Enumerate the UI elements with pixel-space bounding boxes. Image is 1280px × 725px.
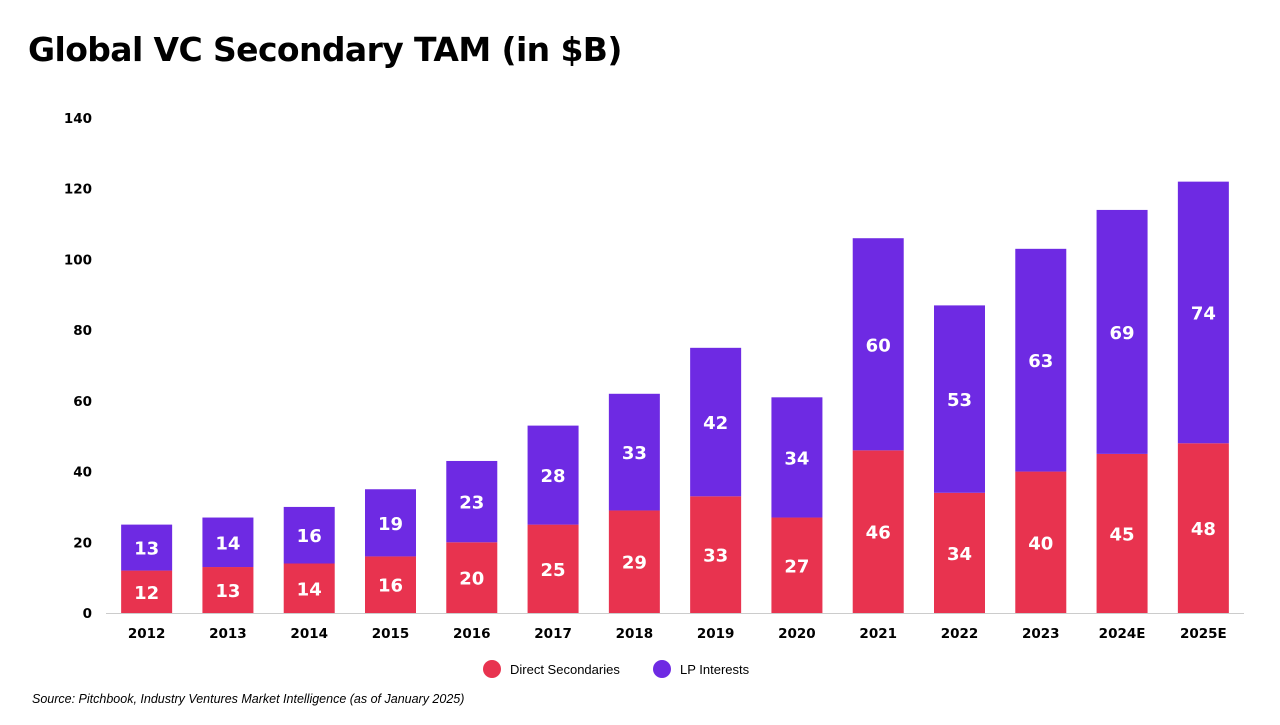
x-tick-label: 2024E [1099, 626, 1146, 642]
bar-direct-secondaries [527, 524, 579, 613]
bar-direct-secondaries [771, 517, 823, 613]
x-tick-label: 2012 [128, 626, 166, 642]
bar-value-label: 34 [784, 448, 809, 469]
x-tick-label: 2021 [859, 626, 897, 642]
chart-title: Global VC Secondary TAM (in $B) [28, 30, 622, 69]
bar-value-label: 19 [378, 514, 403, 535]
bar-value-label: 23 [459, 493, 484, 514]
bar-value-label: 60 [866, 335, 891, 356]
bar-value-label: 25 [541, 560, 566, 581]
bar-value-label: 16 [378, 576, 403, 597]
bar-lp-interests [1015, 248, 1067, 472]
x-axis: 2012 2013 2014 2015 2016 2017 2018 2019 2020 2021… [128, 626, 1227, 642]
bar-value-label: 74 [1191, 303, 1216, 324]
bar-value-label: 42 [703, 413, 728, 434]
legend: Direct Secondaries LP Interests [483, 660, 750, 678]
legend-swatch-direct-secondaries [483, 660, 501, 678]
bar-lp-interests [690, 347, 742, 497]
bar-lp-interests [771, 397, 823, 518]
bar-value-label: 13 [134, 539, 159, 560]
bar-value-label: 27 [784, 556, 809, 577]
bar-value-label: 45 [1110, 524, 1135, 545]
bar-value-label: 34 [947, 544, 972, 565]
x-tick-label: 2025E [1180, 626, 1227, 642]
legend-swatch-lp-interests [653, 660, 671, 678]
bar-value-label: 13 [215, 581, 240, 602]
bar-lp-interests [202, 517, 254, 568]
bar-value-label: 63 [1028, 351, 1053, 372]
bar-value-label: 53 [947, 390, 972, 411]
y-tick-label: 0 [83, 606, 92, 622]
source-note: Source: Pitchbook, Industry Ventures Mar… [32, 692, 465, 706]
bar-value-label: 48 [1191, 519, 1216, 540]
y-tick-label: 20 [73, 535, 92, 551]
legend-label: LP Interests [680, 662, 750, 677]
y-tick-label: 60 [73, 394, 92, 410]
bar-direct-secondaries [121, 570, 173, 613]
bar-value-label: 28 [541, 466, 566, 487]
bar-value-label: 14 [297, 579, 322, 600]
y-tick-label: 120 [64, 182, 92, 198]
y-tick-label: 80 [73, 323, 92, 339]
x-tick-label: 2014 [290, 626, 328, 642]
bar-lp-interests [446, 460, 498, 543]
bar-direct-secondaries [690, 496, 742, 613]
bar-direct-secondaries [1096, 453, 1148, 613]
bars: 12 13 13 14 14 16 16 19 20 23 25 28 29 33 33 42 27 34 46 60… [121, 181, 1229, 613]
bar-lp-interests [527, 425, 579, 525]
bar-value-label: 69 [1110, 323, 1135, 344]
legend-label: Direct Secondaries [510, 662, 620, 677]
x-tick-label: 2015 [372, 626, 410, 642]
bar-value-label: 33 [622, 443, 647, 464]
bar-value-label: 12 [134, 583, 159, 604]
bar-lp-interests [283, 506, 335, 564]
bar-lp-interests [1177, 181, 1229, 444]
bar-value-label: 16 [297, 526, 322, 547]
x-tick-label: 2020 [778, 626, 816, 642]
y-tick-label: 100 [64, 252, 92, 268]
bar-lp-interests [852, 238, 904, 451]
bar-value-label: 29 [622, 553, 647, 574]
x-tick-label: 2017 [534, 626, 572, 642]
x-tick-label: 2018 [616, 626, 654, 642]
bar-value-label: 20 [459, 569, 484, 590]
bar-lp-interests [121, 524, 173, 571]
y-axis: 0 20 40 60 80 100 120 140 [64, 111, 92, 622]
x-tick-label: 2016 [453, 626, 491, 642]
bar-direct-secondaries [283, 563, 335, 613]
bar-direct-secondaries [365, 556, 416, 613]
y-tick-label: 140 [64, 111, 92, 127]
bar-direct-secondaries [608, 510, 660, 613]
x-tick-label: 2013 [209, 626, 247, 642]
bar-value-label: 14 [215, 533, 240, 554]
bar-direct-secondaries [202, 567, 254, 613]
bar-direct-secondaries [446, 542, 498, 613]
bar-lp-interests [608, 393, 660, 511]
bar-direct-secondaries [934, 492, 985, 613]
x-tick-label: 2019 [697, 626, 735, 642]
bar-lp-interests [365, 489, 416, 557]
bar-value-label: 33 [703, 546, 728, 567]
bar-lp-interests [1096, 209, 1148, 454]
x-tick-label: 2023 [1022, 626, 1060, 642]
y-tick-label: 40 [73, 465, 92, 481]
bar-direct-secondaries [1015, 471, 1067, 613]
bar-value-label: 40 [1028, 533, 1053, 554]
x-tick-label: 2022 [941, 626, 979, 642]
bar-direct-secondaries [852, 450, 904, 613]
bar-lp-interests [934, 305, 985, 493]
bar-direct-secondaries [1177, 443, 1229, 613]
bar-value-label: 46 [866, 523, 891, 544]
